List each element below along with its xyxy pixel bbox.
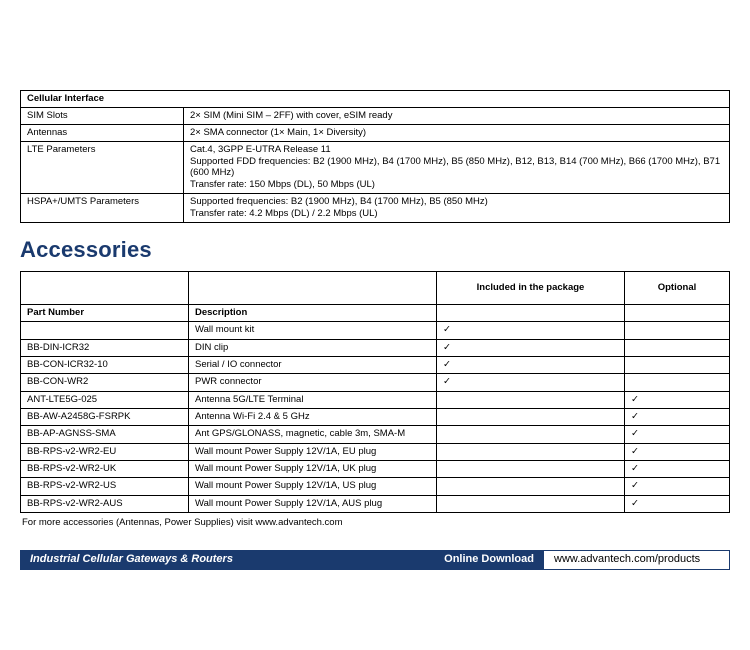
part-number: BB-AP-AGNSS-SMA <box>21 426 189 443</box>
col-description: Description <box>189 304 437 321</box>
description: Serial / IO connector <box>189 356 437 373</box>
part-number: BB-RPS-v2-WR2-EU <box>21 443 189 460</box>
description: Wall mount kit <box>189 322 437 339</box>
accessories-title: Accessories <box>20 237 730 263</box>
part-number: BB-RPS-v2-WR2-AUS <box>21 495 189 512</box>
part-number: BB-CON-ICR32-10 <box>21 356 189 373</box>
table-row: ANT-LTE5G-025Antenna 5G/LTE Terminal ✓ <box>21 391 730 408</box>
included-check <box>437 408 625 425</box>
accessories-table: Included in the package Optional Part Nu… <box>20 271 730 513</box>
included-check <box>437 460 625 477</box>
part-number: BB-DIN-ICR32 <box>21 339 189 356</box>
optional-check: ✓ <box>625 495 730 512</box>
description: DIN clip <box>189 339 437 356</box>
optional-check <box>625 374 730 391</box>
footer-bar: Industrial Cellular Gateways & Routers O… <box>20 550 730 570</box>
spec-label: SIM Slots <box>21 107 184 124</box>
optional-check <box>625 322 730 339</box>
description: Wall mount Power Supply 12V/1A, UK plug <box>189 460 437 477</box>
table-row: BB-AP-AGNSS-SMAAnt GPS/GLONASS, magnetic… <box>21 426 730 443</box>
spec-value: 2× SMA connector (1× Main, 1× Diversity) <box>184 124 730 141</box>
included-check <box>437 495 625 512</box>
included-check <box>437 443 625 460</box>
spec-value: 2× SIM (Mini SIM – 2FF) with cover, eSIM… <box>184 107 730 124</box>
cellular-interface-table: Cellular Interface SIM Slots2× SIM (Mini… <box>20 90 730 223</box>
optional-check: ✓ <box>625 391 730 408</box>
optional-check: ✓ <box>625 443 730 460</box>
description: Ant GPS/GLONASS, magnetic, cable 3m, SMA… <box>189 426 437 443</box>
optional-check: ✓ <box>625 460 730 477</box>
table-row: BB-RPS-v2-WR2-AUSWall mount Power Supply… <box>21 495 730 512</box>
spec-value: Supported frequencies: B2 (1900 MHz), B4… <box>184 194 730 223</box>
optional-check <box>625 339 730 356</box>
table-row: BB-AW-A2458G-FSRPKAntenna Wi-Fi 2.4 & 5 … <box>21 408 730 425</box>
table-row: Wall mount kit✓ <box>21 322 730 339</box>
included-check: ✓ <box>437 374 625 391</box>
table-row: BB-CON-WR2PWR connector✓ <box>21 374 730 391</box>
spec-label: HSPA+/UMTS Parameters <box>21 194 184 223</box>
included-check <box>437 391 625 408</box>
accessories-footnote: For more accessories (Antennas, Power Su… <box>22 517 730 528</box>
included-check: ✓ <box>437 322 625 339</box>
description: Wall mount Power Supply 12V/1A, US plug <box>189 478 437 495</box>
footer-download-label: Online Download <box>389 550 544 570</box>
spec-label: Antennas <box>21 124 184 141</box>
table-row: BB-DIN-ICR32DIN clip✓ <box>21 339 730 356</box>
table-row: BB-CON-ICR32-10Serial / IO connector✓ <box>21 356 730 373</box>
part-number: BB-RPS-v2-WR2-US <box>21 478 189 495</box>
part-number: ANT-LTE5G-025 <box>21 391 189 408</box>
description: PWR connector <box>189 374 437 391</box>
optional-check: ✓ <box>625 426 730 443</box>
part-number: BB-AW-A2458G-FSRPK <box>21 408 189 425</box>
optional-check: ✓ <box>625 478 730 495</box>
part-number: BB-CON-WR2 <box>21 374 189 391</box>
table-row: BB-RPS-v2-WR2-UKWall mount Power Supply … <box>21 460 730 477</box>
spec-value: Cat.4, 3GPP E-UTRA Release 11 Supported … <box>184 141 730 194</box>
cellular-header: Cellular Interface <box>21 91 730 108</box>
footer-category: Industrial Cellular Gateways & Routers <box>20 550 389 570</box>
optional-check <box>625 356 730 373</box>
col-part-number: Part Number <box>21 304 189 321</box>
table-row: BB-RPS-v2-WR2-USWall mount Power Supply … <box>21 478 730 495</box>
footer-url[interactable]: www.advantech.com/products <box>544 550 730 570</box>
part-number: BB-RPS-v2-WR2-UK <box>21 460 189 477</box>
description: Wall mount Power Supply 12V/1A, EU plug <box>189 443 437 460</box>
description: Antenna 5G/LTE Terminal <box>189 391 437 408</box>
spec-label: LTE Parameters <box>21 141 184 194</box>
col-included: Included in the package <box>437 271 625 304</box>
description: Wall mount Power Supply 12V/1A, AUS plug <box>189 495 437 512</box>
included-check <box>437 478 625 495</box>
included-check: ✓ <box>437 356 625 373</box>
included-check: ✓ <box>437 339 625 356</box>
included-check <box>437 426 625 443</box>
col-optional: Optional <box>625 271 730 304</box>
table-row: BB-RPS-v2-WR2-EUWall mount Power Supply … <box>21 443 730 460</box>
part-number <box>21 322 189 339</box>
description: Antenna Wi-Fi 2.4 & 5 GHz <box>189 408 437 425</box>
optional-check: ✓ <box>625 408 730 425</box>
